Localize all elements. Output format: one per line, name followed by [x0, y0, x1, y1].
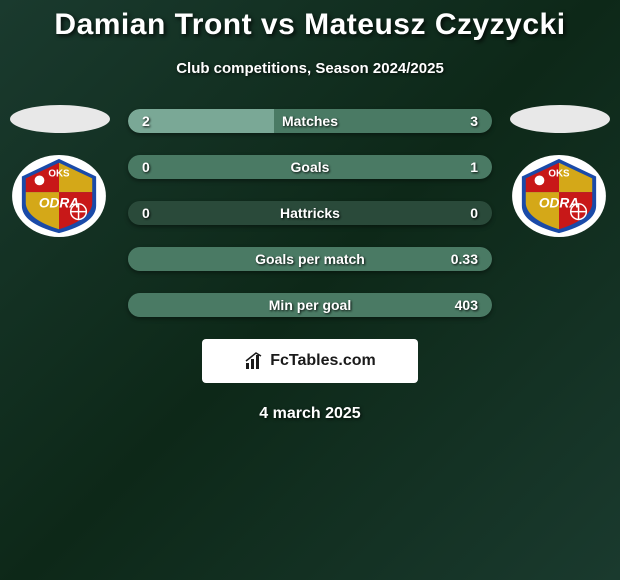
- player-right-club-logo: OKS ODRA: [510, 153, 608, 239]
- comparison-content: OKS ODRA OKS ODRA: [0, 109, 620, 423]
- stat-row-goals-per-match: Goals per match 0.33: [128, 247, 492, 271]
- svg-text:ODRA: ODRA: [39, 196, 79, 211]
- stat-value-left: 2: [142, 113, 150, 129]
- svg-text:OKS: OKS: [48, 168, 70, 179]
- svg-text:OKS: OKS: [548, 168, 570, 179]
- brand-label: FcTables.com: [270, 352, 376, 370]
- player-left-column: OKS ODRA: [10, 105, 110, 239]
- stat-row-min-per-goal: Min per goal 403: [128, 293, 492, 317]
- player-right-column: OKS ODRA: [510, 105, 610, 239]
- stats-bars: 2 Matches 3 0 Goals 1 0 Hattricks 0 Goal…: [128, 109, 492, 317]
- player-left-avatar: [10, 105, 110, 133]
- stat-label: Matches: [282, 113, 338, 129]
- odra-opole-logo-icon: OKS ODRA: [510, 153, 608, 239]
- stat-value-left: 0: [142, 159, 150, 175]
- stat-label: Goals: [291, 159, 330, 175]
- player-right-avatar: [510, 105, 610, 133]
- stat-row-hattricks: 0 Hattricks 0: [128, 201, 492, 225]
- date-label: 4 march 2025: [0, 405, 620, 423]
- chart-icon: [244, 351, 264, 371]
- brand-box[interactable]: FcTables.com: [202, 339, 418, 383]
- subtitle: Club competitions, Season 2024/2025: [0, 60, 620, 77]
- stat-value-left: 0: [142, 205, 150, 221]
- svg-text:ODRA: ODRA: [539, 196, 579, 211]
- stat-label: Hattricks: [280, 205, 340, 221]
- stat-value-right: 1: [470, 159, 478, 175]
- stat-row-goals: 0 Goals 1: [128, 155, 492, 179]
- odra-opole-logo-icon: OKS ODRA: [10, 153, 108, 239]
- stat-value-right: 0.33: [451, 251, 478, 267]
- player-left-club-logo: OKS ODRA: [10, 153, 108, 239]
- stat-value-right: 0: [470, 205, 478, 221]
- stat-label: Goals per match: [255, 251, 365, 267]
- stat-value-right: 3: [470, 113, 478, 129]
- stat-row-matches: 2 Matches 3: [128, 109, 492, 133]
- page-title: Damian Tront vs Mateusz Czyzycki: [0, 0, 620, 42]
- stat-label: Min per goal: [269, 297, 351, 313]
- stat-value-right: 403: [455, 297, 478, 313]
